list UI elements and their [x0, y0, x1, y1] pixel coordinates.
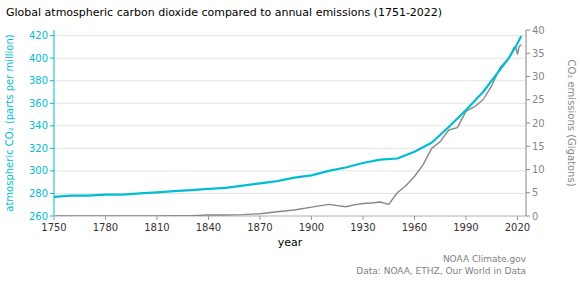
source-annotation: NOAA Climate.gov: [443, 254, 527, 264]
x-tick: [105, 216, 106, 220]
y-tick-label: 400: [29, 53, 48, 64]
y2-tick: [526, 146, 530, 147]
y-tick: [50, 58, 54, 59]
x-tick: [362, 216, 363, 220]
x-axis: 1750 1780 1810 1840 1870 1900 1930 1960 1990 2020: [41, 216, 530, 233]
y-tick-label: 320: [29, 143, 48, 154]
grid-line: [54, 80, 526, 81]
y2-tick: [526, 123, 530, 124]
y2-tick-label: 10: [532, 164, 545, 175]
chart: 1750178018101840187019001930196019902020…: [0, 0, 580, 290]
y2-tick: [526, 76, 530, 77]
y2-tick: [526, 169, 530, 170]
y-tick: [50, 170, 54, 171]
x-tick-label: 2020: [505, 222, 530, 233]
y-tick-label: 280: [29, 188, 48, 199]
y-tick: [50, 193, 54, 194]
x-tick: [54, 216, 55, 220]
x-tick-label: 1870: [247, 222, 272, 233]
x-tick-label: 1840: [196, 222, 221, 233]
y-tick-label: 420: [29, 30, 48, 41]
y-tick-label: 340: [29, 120, 48, 131]
grid-line: [54, 103, 526, 104]
title: Global atmospheric carbon dioxide compar…: [6, 6, 442, 19]
x-axis-label: year: [278, 236, 303, 249]
x-tick: [311, 216, 312, 220]
x-tick: [156, 216, 157, 220]
x-tick: [208, 216, 209, 220]
y2-axis-label: CO₂ emissions (Gigatons): [566, 59, 577, 186]
y-tick-label: 360: [29, 98, 48, 109]
x-tick-label: 1990: [453, 222, 478, 233]
y-tick: [50, 125, 54, 126]
y2-axis: 0 5 10 15 20 25 30 35 40: [526, 25, 545, 222]
y-tick: [50, 35, 54, 36]
co2-line: [54, 37, 521, 197]
y2-tick-label: 15: [532, 141, 545, 152]
y-tick-label: 300: [29, 165, 48, 176]
y2-tick-label: 30: [532, 71, 545, 82]
x-tick: [465, 216, 466, 220]
y2-tick: [526, 216, 530, 217]
x-tick: [259, 216, 260, 220]
y2-tick: [526, 192, 530, 193]
y-tick: [50, 148, 54, 149]
y-tick: [50, 103, 54, 104]
grid: [54, 36, 526, 216]
series-group: [54, 37, 521, 216]
x-tick-label: 1930: [350, 222, 375, 233]
y-axis-label: atmospheric CO₂ (parts per million): [4, 34, 15, 211]
y2-tick-label: 40: [532, 25, 545, 36]
y-tick-label: 380: [29, 75, 48, 86]
grid-line: [54, 170, 526, 171]
source-annotation: Data: NOAA, ETHZ, Our World in Data: [356, 266, 526, 276]
y-tick: [50, 216, 54, 217]
y2-tick: [526, 53, 530, 54]
x-tick-label: 1960: [402, 222, 427, 233]
y2-tick-label: 5: [532, 187, 538, 198]
y2-tick: [526, 30, 530, 31]
x-tick-label: 1810: [144, 222, 169, 233]
y-tick: [50, 80, 54, 81]
x-tick-label: 1900: [299, 222, 324, 233]
y-tick-label: 260: [29, 211, 48, 222]
grid-line: [54, 125, 526, 126]
x-tick-label: 1750: [41, 222, 66, 233]
y-axis: 260 280 300 320 340 360 380 400 420: [29, 30, 54, 221]
y2-tick: [526, 99, 530, 100]
grid-line: [54, 148, 526, 149]
y2-tick-label: 35: [532, 48, 545, 59]
grid-line: [54, 58, 526, 59]
y2-tick-label: 25: [532, 94, 545, 105]
x-tick: [517, 216, 518, 220]
grid-line: [54, 35, 526, 36]
y2-tick-label: 20: [532, 118, 545, 129]
x-tick: [414, 216, 415, 220]
emissions-line: [56, 45, 521, 216]
x-tick-label: 1780: [93, 222, 118, 233]
y2-tick-label: 0: [532, 211, 538, 222]
